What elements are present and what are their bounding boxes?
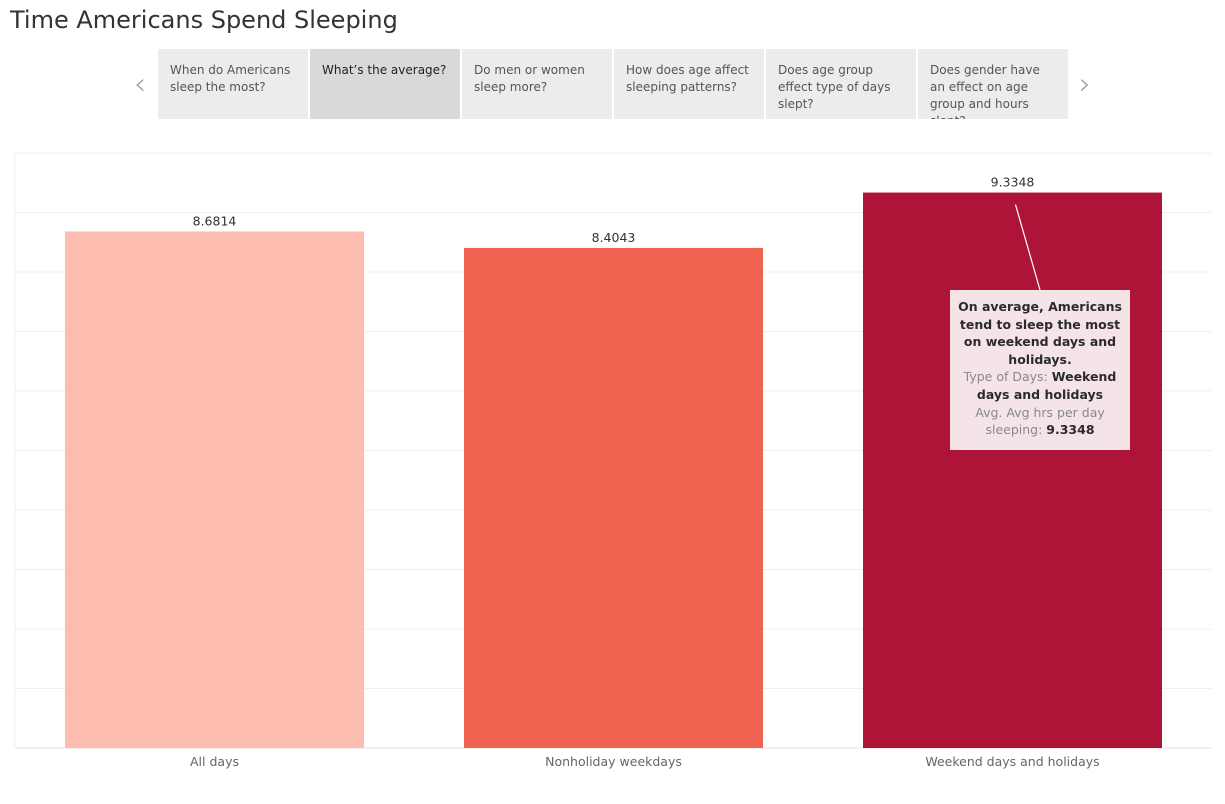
tooltip-headline: On average, Americans tend to sleep the … bbox=[958, 299, 1122, 367]
chevron-left-icon: ‹ bbox=[134, 66, 146, 102]
page-title: Time Americans Spend Sleeping bbox=[10, 6, 398, 34]
chevron-right-icon: › bbox=[1079, 66, 1091, 102]
tooltip-field2-value: 9.3348 bbox=[1046, 422, 1095, 438]
chart-canvas: 8.6814 All days 8.4043 Nonholiday weekdays 9… bbox=[14, 152, 1212, 769]
data-label: 9.3348 bbox=[991, 175, 1035, 190]
tooltip: On average, Americans tend to sleep the … bbox=[950, 290, 1130, 450]
story-point-4[interactable]: How does age affect sleeping patterns? bbox=[614, 49, 764, 119]
bar[interactable] bbox=[65, 231, 364, 749]
previous-story-button[interactable]: ‹ bbox=[122, 62, 158, 106]
tooltip-avg-hours: Avg. Avg hrs per day sleeping: 9.3348 bbox=[956, 404, 1124, 439]
x-tick-label: All days bbox=[190, 754, 239, 769]
tooltip-field1-label: Type of Days: bbox=[963, 369, 1048, 385]
next-story-button[interactable]: › bbox=[1067, 62, 1103, 106]
story-point-3[interactable]: Do men or women sleep more? bbox=[462, 49, 612, 119]
story-point-5[interactable]: Does age group effect type of days slept… bbox=[766, 49, 916, 119]
story-point-1[interactable]: When do Americans sleep the most? bbox=[158, 49, 308, 119]
tooltip-type-of-days: Type of Days: Weekend days and holidays bbox=[956, 368, 1124, 403]
story-point-6[interactable]: Does gender have an effect on age group … bbox=[918, 49, 1068, 119]
bar[interactable] bbox=[464, 247, 763, 748]
tooltip-field1-value: Weekend days and holidays bbox=[976, 369, 1117, 402]
data-label: 8.6814 bbox=[193, 213, 237, 228]
story-navigator: When do Americans sleep the most? What’s… bbox=[158, 49, 1070, 119]
annotation-pointer bbox=[1014, 204, 1041, 291]
data-label: 8.4043 bbox=[592, 230, 636, 245]
bar[interactable] bbox=[863, 192, 1162, 748]
x-tick-label: Nonholiday weekdays bbox=[545, 754, 682, 769]
tooltip-field2-label: Avg. Avg hrs per day sleeping: bbox=[975, 404, 1105, 438]
story-point-2[interactable]: What’s the average? bbox=[310, 49, 460, 119]
bar-chart: 8.6814 All days 8.4043 Nonholiday weekdays 9… bbox=[0, 140, 1225, 804]
x-tick-label: Weekend days and holidays bbox=[925, 754, 1099, 769]
